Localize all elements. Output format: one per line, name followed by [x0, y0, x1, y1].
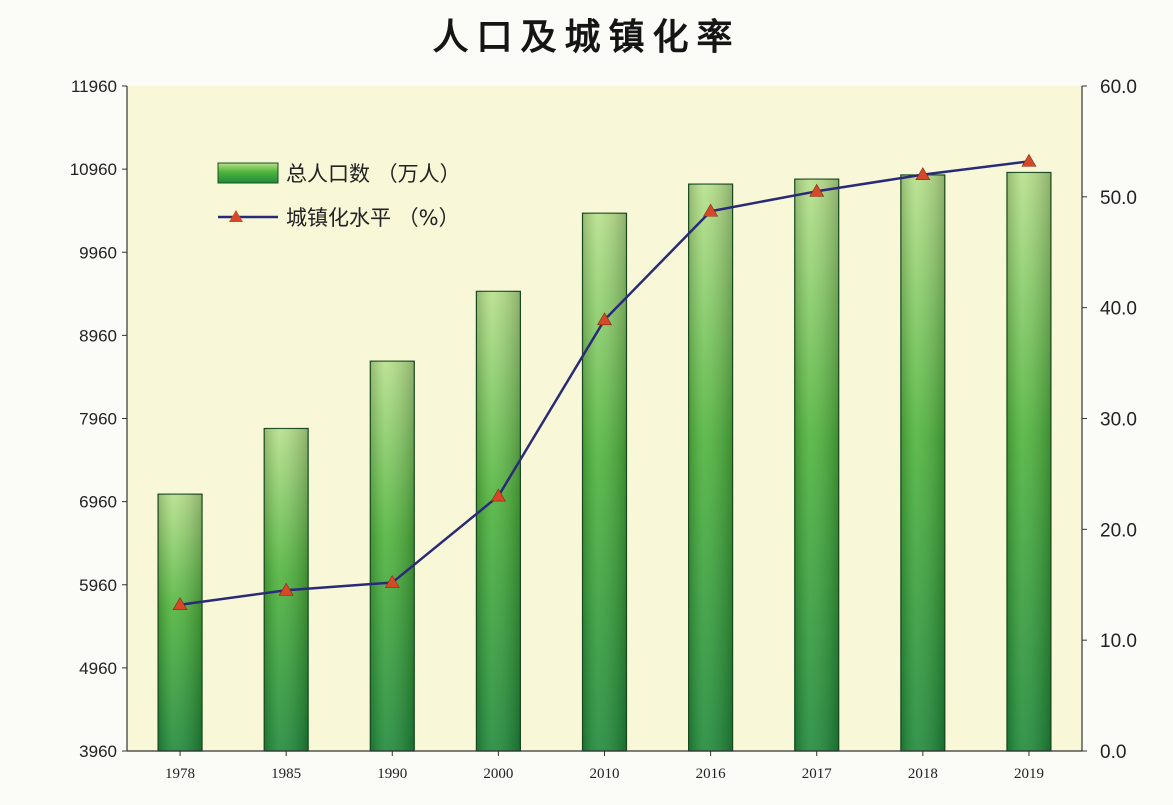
y-left-tick-label: 4960 [79, 659, 117, 678]
y-left-tick-label: 6960 [79, 493, 117, 512]
bar [688, 183, 734, 752]
legend-label-urbanization: 城镇化水平 （%） [286, 206, 460, 230]
y-left-tick-label: 11960 [71, 77, 117, 96]
bar [369, 360, 415, 752]
legend-swatch-bar [217, 162, 279, 184]
line-point [596, 312, 613, 326]
y-right-tick-label: 0.0 [1100, 742, 1126, 763]
legend-item-population: 总人口数 （万人） [217, 162, 461, 186]
y-right-tick-label: 20.0 [1100, 520, 1137, 541]
y-right-tick-label: 50.0 [1100, 188, 1137, 209]
y-left-tick-label: 8960 [79, 326, 117, 345]
line-point [384, 574, 400, 588]
y-right-tick-label: 10.0 [1100, 631, 1137, 652]
x-tick-label: 2019 [1014, 766, 1044, 782]
x-tick-label: 2018 [908, 766, 938, 782]
line-point [703, 203, 719, 217]
line-point [809, 183, 825, 197]
y-left-tick-label: 7960 [79, 410, 117, 429]
legend-item-urbanization: 城镇化水平 （%） [218, 206, 460, 230]
x-tick-label: 2017 [802, 766, 833, 782]
bar [157, 493, 203, 752]
x-tick-label: 1978 [165, 766, 195, 782]
bar [475, 290, 521, 752]
line-point [278, 582, 294, 596]
legend-label-population: 总人口数 （万人） [286, 162, 461, 186]
bar [794, 178, 840, 752]
x-tick-label: 1990 [377, 766, 407, 782]
legend-swatch-marker [229, 210, 243, 222]
line-point [915, 167, 931, 180]
chart-title: 人口及城镇化率 [432, 16, 741, 58]
x-tick-label: 1985 [271, 766, 301, 782]
y-left-tick-label: 10960 [70, 160, 117, 179]
y-right-tick-label: 40.0 [1100, 299, 1137, 320]
y-left-tick-label: 5960 [79, 576, 117, 595]
x-tick-label: 2000 [483, 766, 513, 782]
x-tick-label: 2010 [590, 766, 620, 782]
line-point [172, 597, 188, 611]
x-tick-label: 2016 [696, 766, 727, 782]
y-left-tick-label: 9960 [79, 243, 117, 262]
line-point [490, 488, 506, 502]
y-left-tick-label: 3960 [79, 742, 117, 761]
bar [900, 174, 946, 752]
y-right-tick-label: 60.0 [1100, 77, 1137, 98]
y-right-tick-label: 30.0 [1100, 410, 1137, 431]
line-point [1021, 153, 1037, 167]
bar [581, 212, 628, 752]
bar [1006, 171, 1052, 752]
